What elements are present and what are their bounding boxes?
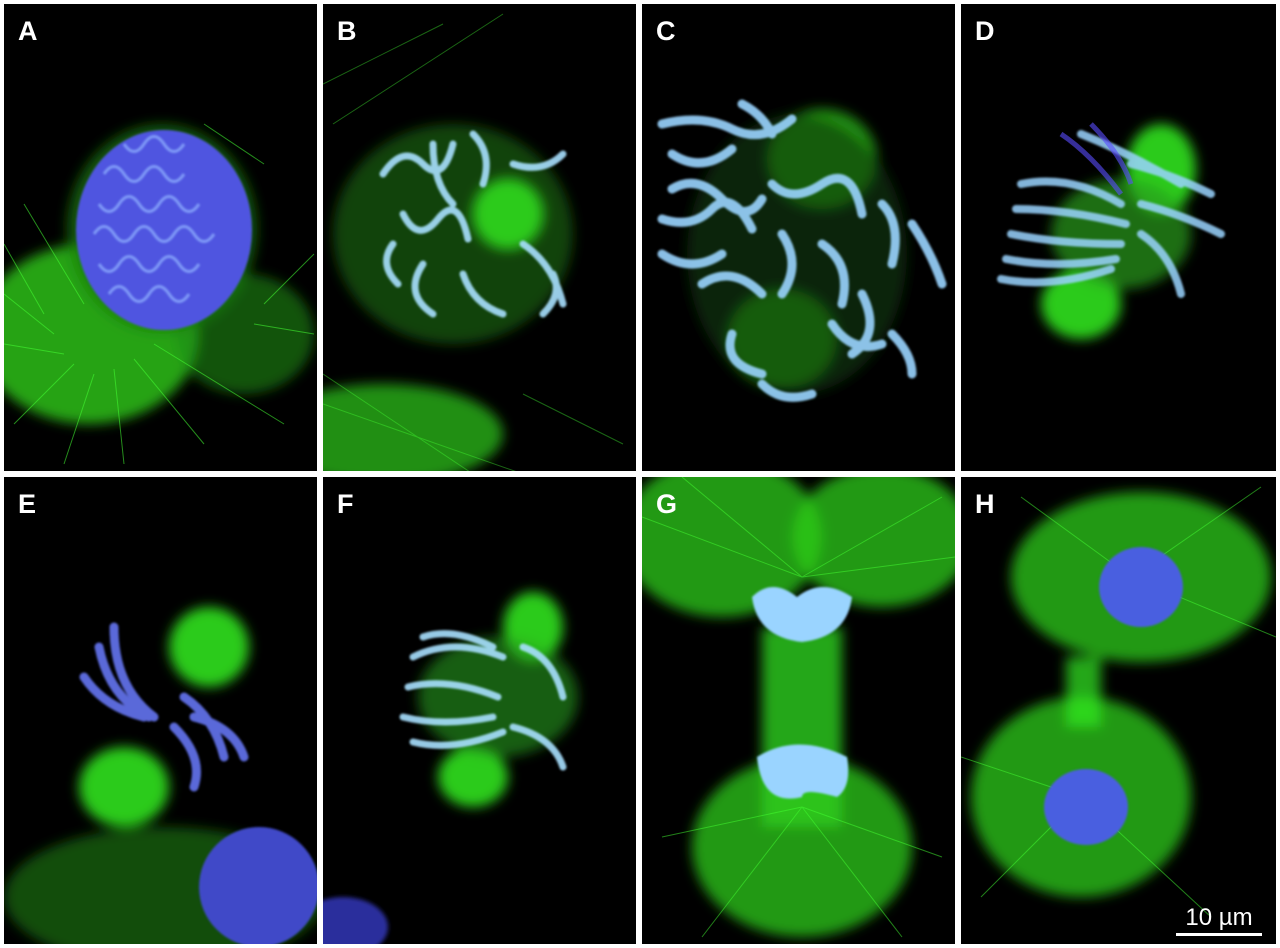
panel-label-e: E xyxy=(18,489,37,519)
panel-a-image xyxy=(4,123,315,465)
panel-f-chromosomes xyxy=(399,630,567,771)
panel-label-h: H xyxy=(975,489,995,519)
panel-label-c: C xyxy=(656,16,676,46)
panel-d-image xyxy=(997,122,1225,339)
panel-d: D xyxy=(961,4,1276,471)
panel-label-b: B xyxy=(337,16,357,46)
scale-bar: 10 µm xyxy=(1176,906,1262,936)
panel-g-nucleus-top xyxy=(752,587,852,642)
panel-e-chromosomes xyxy=(79,622,249,792)
panel-b-chromosomes xyxy=(379,130,567,318)
panel-b-image xyxy=(323,13,624,471)
panel-a-fibers xyxy=(4,123,315,465)
panel-label-d: D xyxy=(975,16,995,46)
panel-a: A xyxy=(4,4,317,471)
panel-g: G xyxy=(642,477,955,944)
panel-e-nucleus xyxy=(199,827,317,944)
panel-f: F xyxy=(323,477,636,944)
panel-h-nucleus-bottom xyxy=(1044,769,1128,845)
panel-c-image xyxy=(657,99,947,402)
panel-h-image xyxy=(961,486,1276,918)
panel-label-a: A xyxy=(18,16,38,46)
panel-g-nucleus-bottom xyxy=(757,744,849,799)
panel-h: H 10 µm xyxy=(961,477,1276,944)
panel-d-chromosomes xyxy=(997,130,1225,298)
panel-f-image xyxy=(323,592,578,944)
panel-g-image xyxy=(642,477,955,938)
panel-label-g: G xyxy=(656,489,678,519)
panel-h-nucleus-top xyxy=(1099,547,1183,627)
panel-b: B xyxy=(323,4,636,471)
panel-e-image xyxy=(4,607,317,944)
panel-label-f: F xyxy=(337,489,354,519)
scale-bar-label: 10 µm xyxy=(1185,904,1253,931)
panel-c: C xyxy=(642,4,955,471)
scale-bar-line xyxy=(1176,933,1262,936)
panel-c-chromosomes xyxy=(657,99,947,402)
panel-a-nucleus xyxy=(76,130,252,330)
panel-e: E xyxy=(4,477,317,944)
